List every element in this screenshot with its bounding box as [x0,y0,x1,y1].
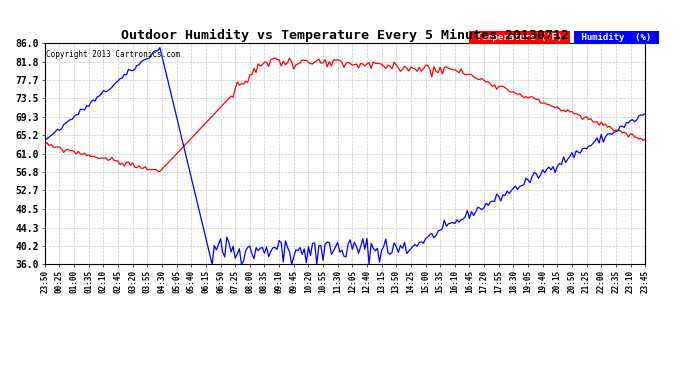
Text: Copyright 2013 Cartronics.com: Copyright 2013 Cartronics.com [46,50,180,59]
Text: Humidity  (%): Humidity (%) [576,33,657,42]
Title: Outdoor Humidity vs Temperature Every 5 Minutes 20130712: Outdoor Humidity vs Temperature Every 5 … [121,29,569,42]
Text: Temperature (°F): Temperature (°F) [471,33,568,42]
